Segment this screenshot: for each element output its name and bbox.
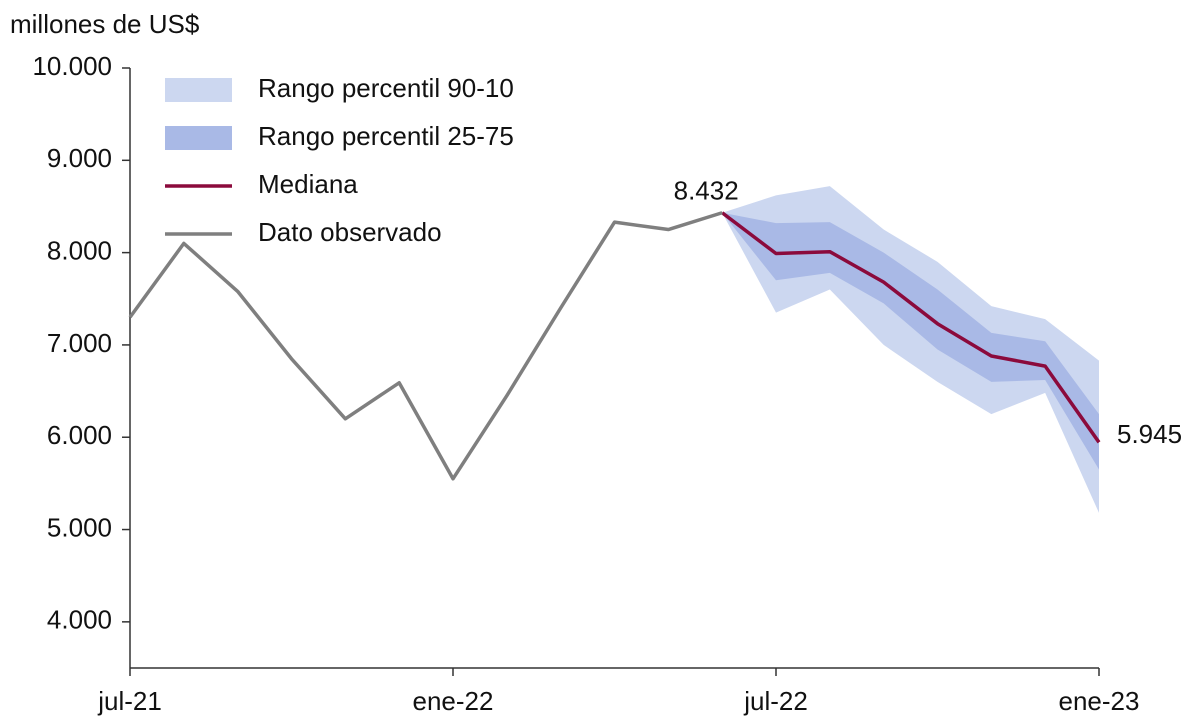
y-tick-label: 9.000 bbox=[47, 143, 112, 173]
percentile-band bbox=[722, 212, 1099, 470]
y-tick-label: 5.000 bbox=[47, 512, 112, 542]
legend-swatch bbox=[165, 78, 232, 102]
y-axis-title: millones de US$ bbox=[10, 9, 200, 39]
legend-label: Rango percentil 90-10 bbox=[258, 73, 514, 103]
line bbox=[128, 211, 723, 481]
data-label: 5.945 bbox=[1117, 419, 1182, 449]
x-tick-label: ene-22 bbox=[413, 686, 494, 716]
y-tick-label: 8.000 bbox=[47, 235, 112, 265]
legend-label: Dato observado bbox=[258, 217, 442, 247]
x-tick-label: ene-23 bbox=[1059, 686, 1140, 716]
y-tick-label: 10.000 bbox=[32, 51, 112, 81]
y-tick-label: 6.000 bbox=[47, 420, 112, 450]
y-tick-label: 4.000 bbox=[47, 605, 112, 635]
data-label: 8.432 bbox=[674, 176, 739, 206]
line bbox=[721, 211, 1101, 444]
x-tick-label: jul-21 bbox=[97, 686, 162, 716]
y-tick-label: 7.000 bbox=[47, 328, 112, 358]
legend-swatch bbox=[165, 126, 232, 150]
legend-label: Rango percentil 25-75 bbox=[258, 121, 514, 151]
legend-label: Mediana bbox=[258, 169, 358, 199]
x-tick-label: jul-22 bbox=[743, 686, 808, 716]
